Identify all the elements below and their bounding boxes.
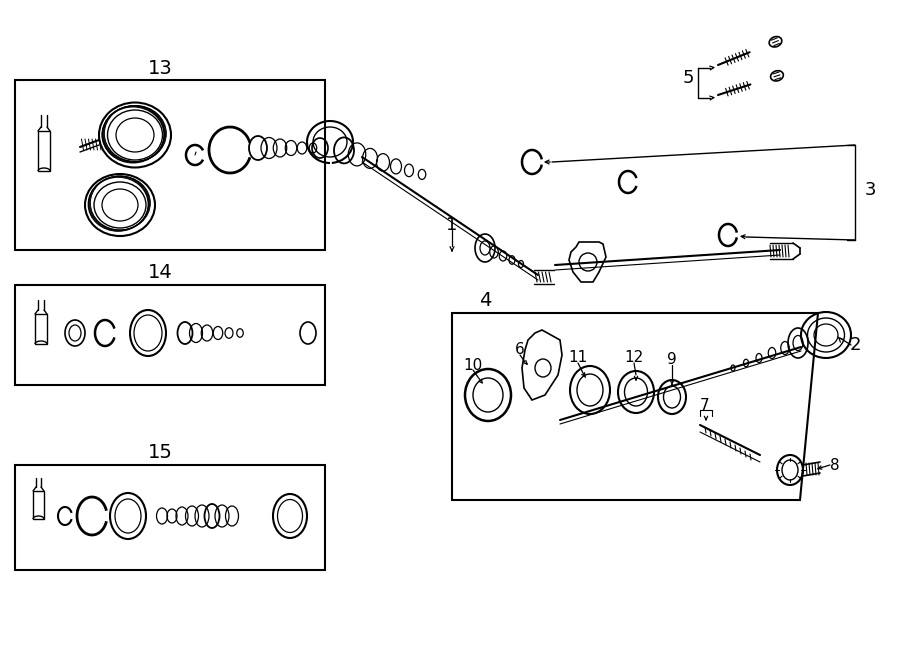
Bar	[15, 465, 325, 570]
Text: 6: 6	[515, 342, 525, 358]
Text: 3: 3	[864, 181, 876, 199]
Text: 7: 7	[700, 397, 710, 412]
Text: 15: 15	[148, 444, 173, 463]
Text: 12: 12	[625, 350, 643, 366]
Bar	[33, 491, 44, 519]
Text: 9: 9	[667, 352, 677, 368]
Text: 1: 1	[446, 216, 458, 234]
Text: 4: 4	[479, 290, 491, 309]
Bar	[38, 131, 50, 171]
Text: 11: 11	[569, 350, 588, 366]
Text: 14: 14	[148, 264, 173, 282]
Bar	[15, 285, 325, 385]
Text: 5: 5	[682, 69, 694, 87]
Text: 13: 13	[148, 59, 173, 77]
Text: 8: 8	[830, 457, 840, 473]
Text: 2: 2	[850, 336, 860, 354]
Bar	[35, 314, 47, 344]
Text: 10: 10	[464, 358, 482, 373]
Bar	[15, 80, 325, 250]
